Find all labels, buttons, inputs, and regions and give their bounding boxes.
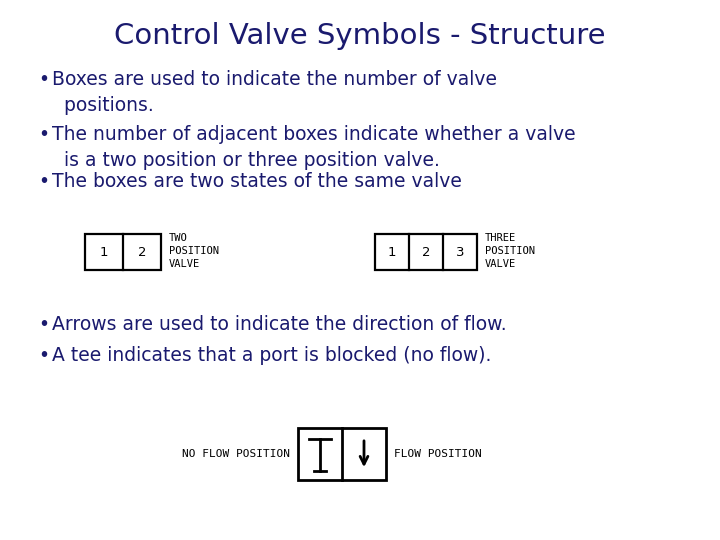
Text: NO FLOW POSITION: NO FLOW POSITION [182, 449, 290, 459]
Bar [298, 428, 386, 480]
Text: •: • [38, 70, 49, 89]
Text: •: • [38, 125, 49, 144]
Text: The number of adjacent boxes indicate whether a valve
  is a two position or thr: The number of adjacent boxes indicate wh… [52, 125, 575, 170]
Text: TWO
POSITION
VALVE: TWO POSITION VALVE [169, 233, 219, 268]
Text: The boxes are two states of the same valve: The boxes are two states of the same val… [52, 172, 462, 191]
Text: Boxes are used to indicate the number of valve
  positions.: Boxes are used to indicate the number of… [52, 70, 497, 115]
Text: 1: 1 [100, 246, 108, 259]
Text: 3: 3 [456, 246, 464, 259]
Text: THREE
POSITION
VALVE: THREE POSITION VALVE [485, 233, 535, 268]
Text: FLOW POSITION: FLOW POSITION [394, 449, 482, 459]
Text: 2: 2 [138, 246, 146, 259]
Text: •: • [38, 346, 49, 365]
Text: •: • [38, 172, 49, 191]
Text: A tee indicates that a port is blocked (no flow).: A tee indicates that a port is blocked (… [52, 346, 491, 365]
Text: •: • [38, 315, 49, 334]
Bar [85, 234, 161, 270]
Bar [375, 234, 477, 270]
Text: 1: 1 [388, 246, 396, 259]
Text: Control Valve Symbols - Structure: Control Valve Symbols - Structure [114, 22, 606, 50]
Text: Arrows are used to indicate the direction of flow.: Arrows are used to indicate the directio… [52, 315, 507, 334]
Text: 2: 2 [422, 246, 431, 259]
